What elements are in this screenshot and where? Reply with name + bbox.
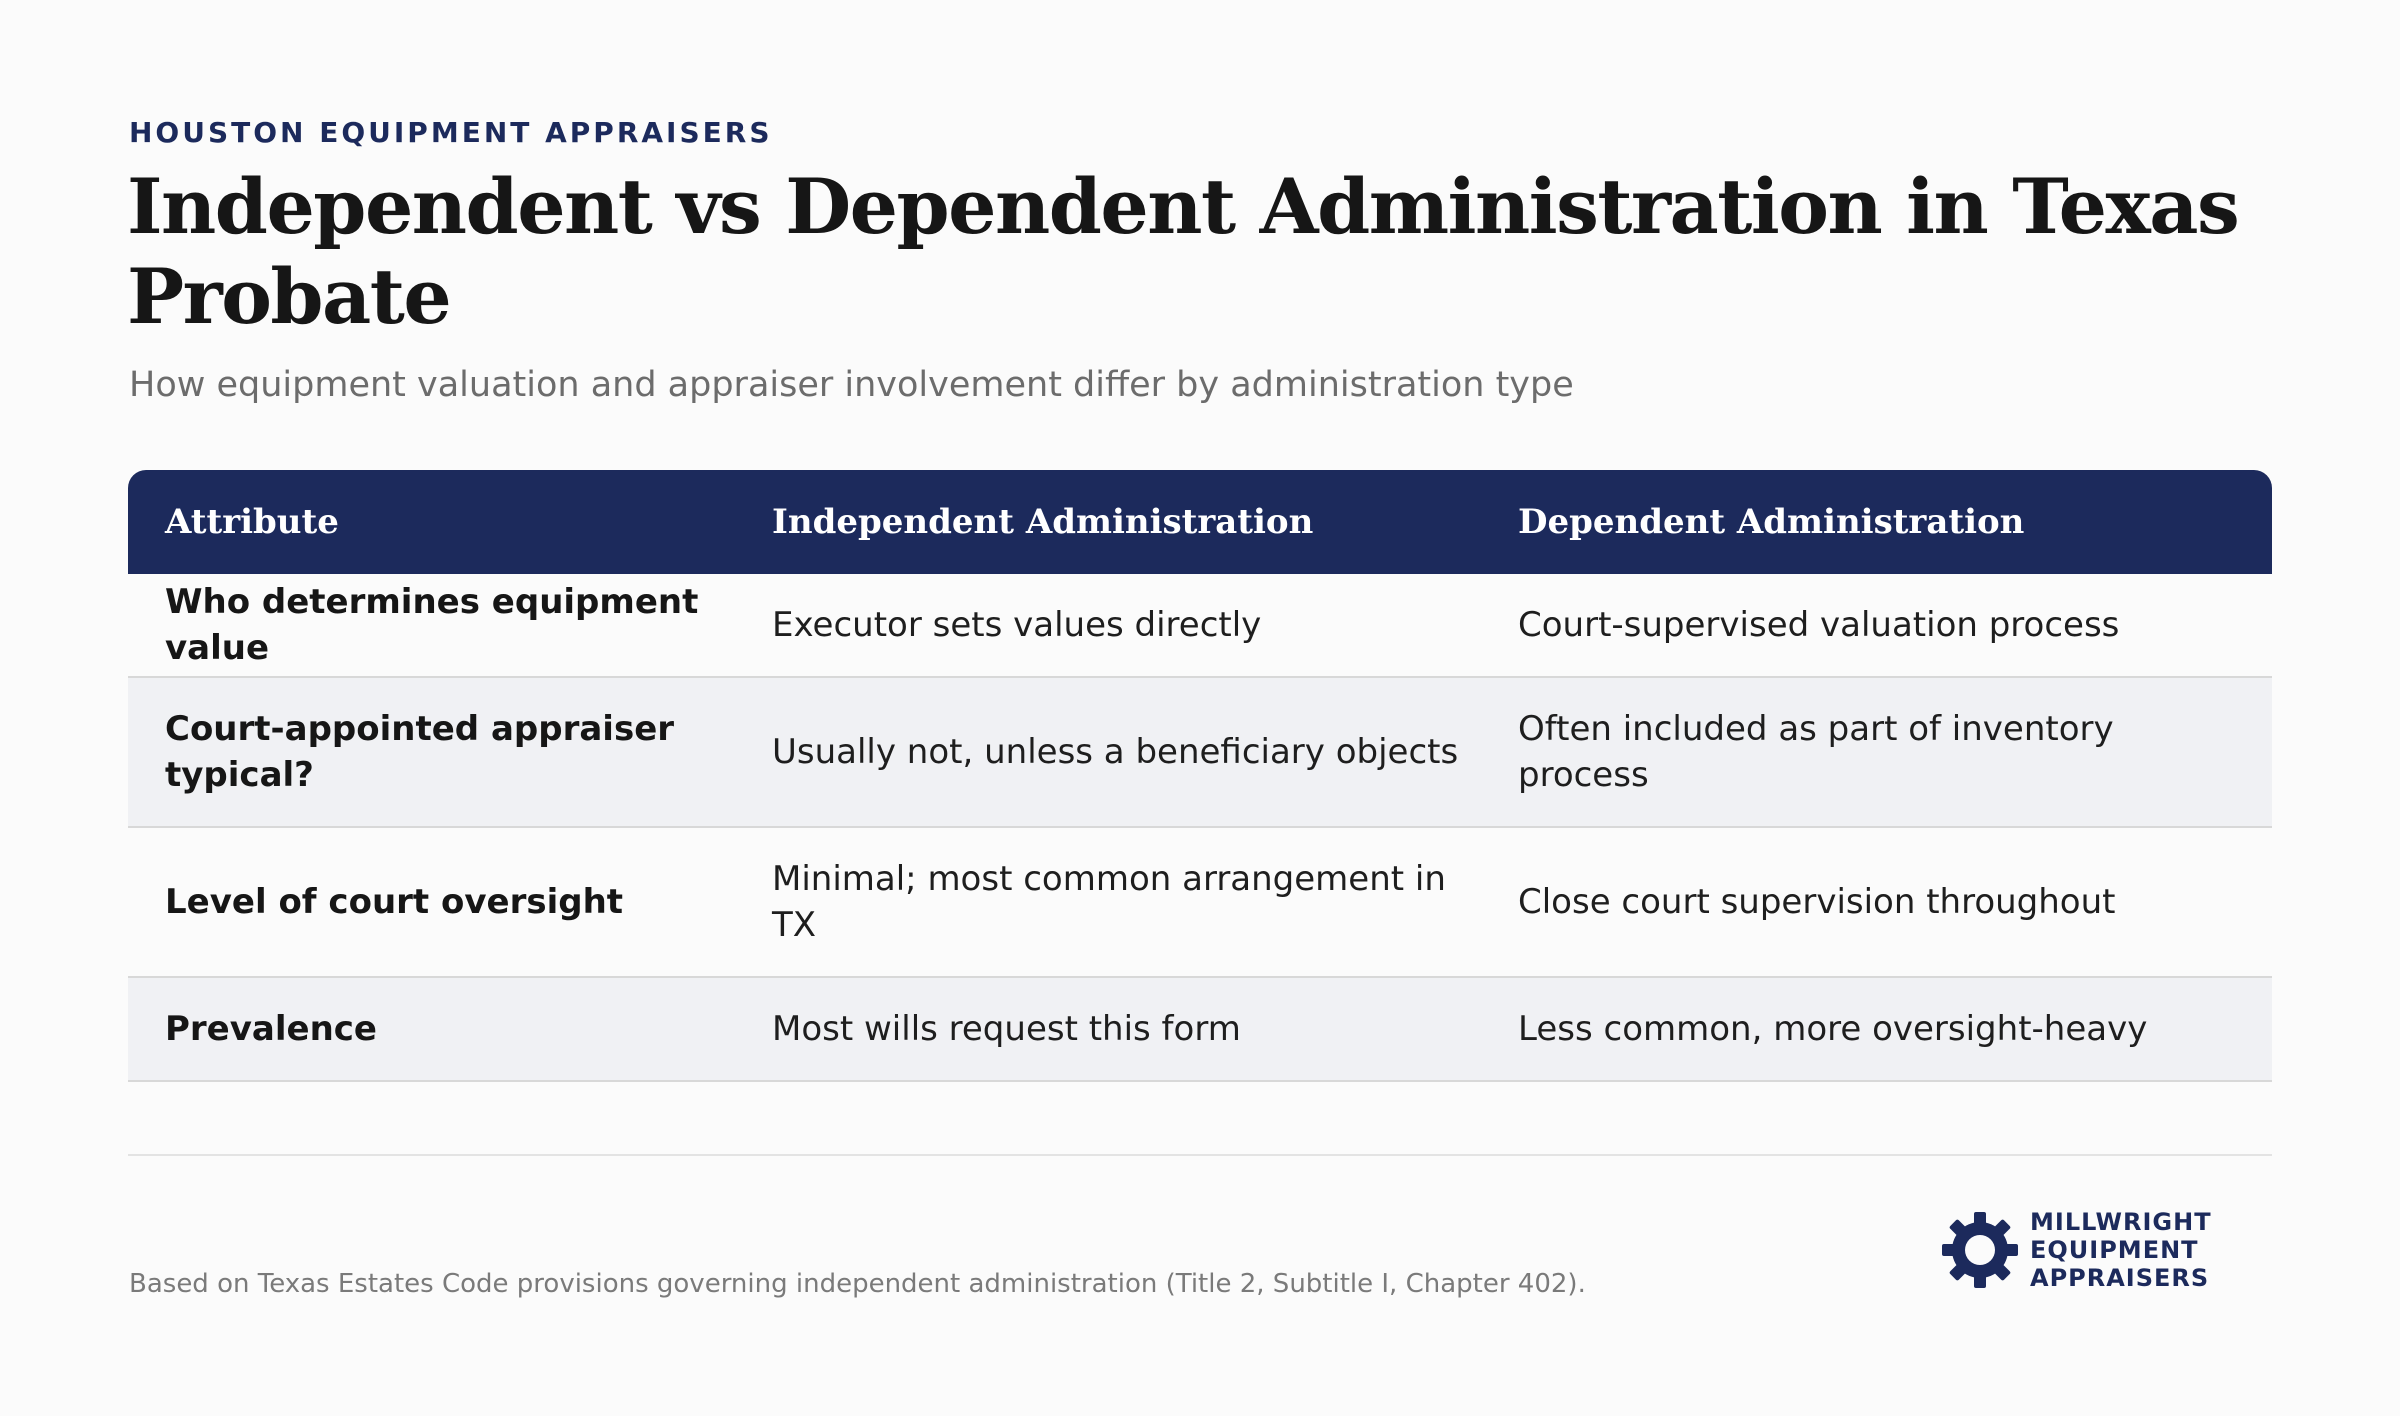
- eyebrow-label: HOUSTON EQUIPMENT APPRAISERS: [129, 116, 773, 149]
- logo-line: EQUIPMENT: [2030, 1236, 2199, 1264]
- table-row: Court-appointed appraiser typical? Usual…: [128, 678, 2272, 828]
- table-row: Prevalence Most wills request this form …: [128, 978, 2272, 1082]
- logo-wordmark: MILLWRIGHT EQUIPMENT APPRAISERS: [2030, 1208, 2212, 1292]
- cell-attribute: Level of court oversight: [165, 882, 624, 922]
- table-row: Level of court oversight Minimal; most c…: [128, 828, 2272, 978]
- cell-dependent: Often included as part of inventory proc…: [1518, 709, 2114, 795]
- column-header-attribute: Attribute: [165, 502, 339, 542]
- cell-attribute: Prevalence: [165, 1009, 377, 1049]
- logo-line: APPRAISERS: [2030, 1264, 2210, 1292]
- table-header: Attribute Independent Administration Dep…: [128, 470, 2272, 574]
- cell-independent: Usually not, unless a beneficiary object…: [772, 732, 1459, 772]
- column-header-dependent: Dependent Administration: [1518, 502, 2025, 542]
- source-footnote: Based on Texas Estates Code provisions g…: [129, 1269, 1586, 1299]
- cell-independent: Executor sets values directly: [772, 605, 1262, 645]
- cell-independent: Minimal; most common arrangement in TX: [772, 859, 1446, 945]
- page-subtitle: How equipment valuation and appraiser in…: [129, 365, 1574, 405]
- cell-dependent: Court-supervised valuation process: [1518, 605, 2120, 645]
- footer-divider: [128, 1154, 2272, 1156]
- brand-logo: MILLWRIGHT EQUIPMENT APPRAISERS: [1940, 1200, 2260, 1300]
- table-row: Who determines equipment value Executor …: [128, 574, 2272, 678]
- cell-attribute: Court-appointed appraiser typical?: [165, 709, 675, 795]
- cell-dependent: Close court supervision throughout: [1518, 882, 2116, 922]
- cell-dependent: Less common, more oversight-heavy: [1518, 1009, 2148, 1049]
- cell-independent: Most wills request this form: [772, 1009, 1241, 1049]
- cell-attribute: Who determines equipment value: [165, 582, 699, 668]
- page-title: Independent vs Dependent Administration …: [127, 162, 2240, 341]
- gear-icon: [1942, 1212, 2018, 1288]
- comparison-table: Attribute Independent Administration Dep…: [128, 470, 2272, 1082]
- logo-line: MILLWRIGHT: [2030, 1208, 2212, 1236]
- column-header-independent: Independent Administration: [772, 502, 1314, 542]
